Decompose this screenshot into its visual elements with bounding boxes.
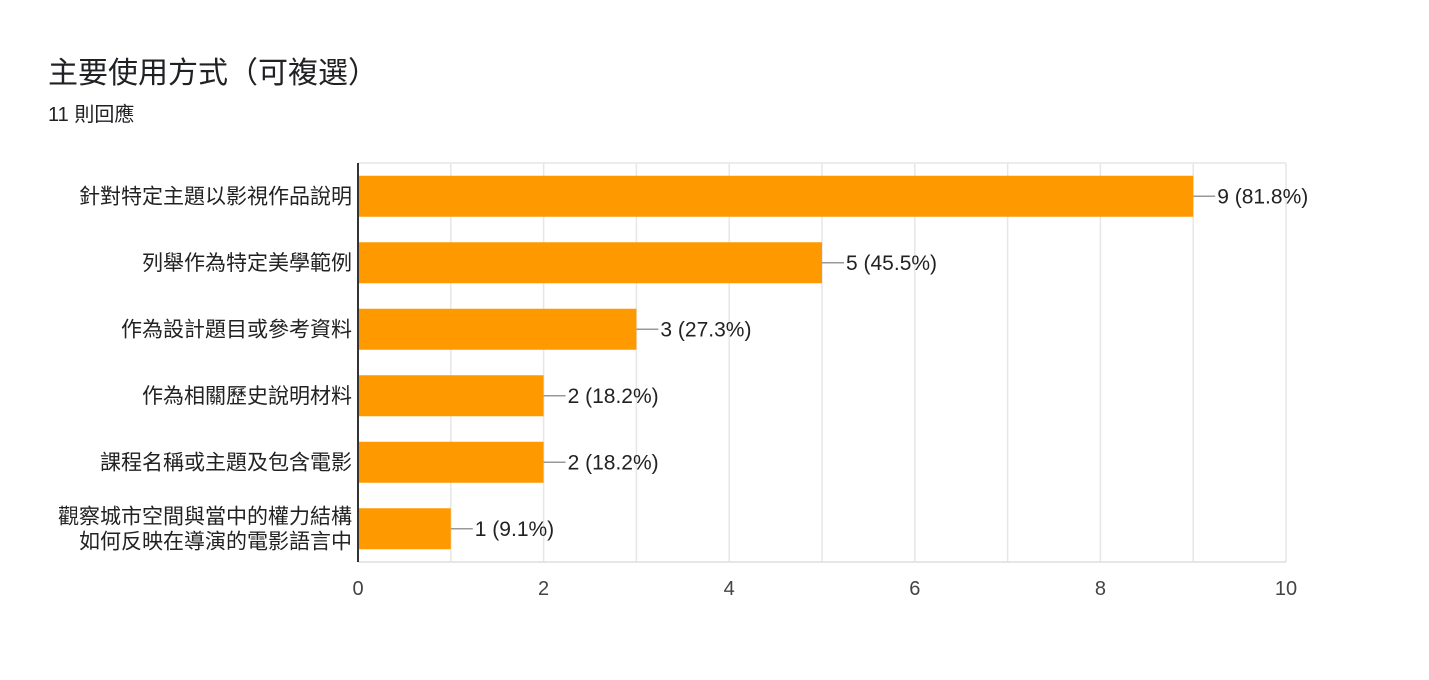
data-label-5: 1 (9.1%) [475, 518, 554, 541]
bar-2 [358, 308, 637, 350]
bar-1 [358, 242, 822, 284]
x-tick-label-10: 10 [1275, 578, 1297, 600]
bars [358, 175, 1194, 550]
data-label-2: 3 (27.3%) [660, 318, 751, 341]
x-tick-label-4: 4 [724, 578, 735, 600]
category-label-5-line-1: 如何反映在導演的電影語言中 [79, 530, 352, 553]
category-label-2: 作為設計題目或參考資料 [121, 318, 352, 341]
data-label-1: 5 (45.5%) [846, 252, 937, 275]
bar-4 [358, 441, 544, 483]
category-label-0: 針對特定主題以影視作品說明 [79, 185, 352, 208]
x-tick-label-2: 2 [538, 578, 549, 600]
grid-lines [358, 162, 1287, 562]
category-label-5-line-0: 觀察城市空間與當中的權力結構 [58, 505, 352, 528]
data-label-0: 9 (81.8%) [1217, 185, 1308, 208]
labels: 9 (81.8%) 針對特定主題以影視作品說明 5 (45.5%) 列舉作為特定美學範… [58, 185, 1308, 600]
x-tick-label-6: 6 [909, 578, 920, 600]
data-label-3: 2 (18.2%) [568, 385, 659, 408]
category-label-1: 列舉作為特定美學範例 [142, 252, 352, 275]
bar-3 [358, 375, 544, 417]
x-tick-label-8: 8 [1095, 578, 1106, 600]
x-tick-label-0: 0 [352, 578, 363, 600]
chart-title: 主要使用方式（可複選） [48, 57, 378, 90]
response-count: 11 則回應 [48, 104, 135, 126]
data-label-4: 2 (18.2%) [568, 451, 659, 474]
bar-0 [358, 175, 1194, 217]
category-label-4: 課程名稱或主題及包含電影 [100, 451, 352, 474]
bar-5 [358, 508, 451, 550]
axes [357, 163, 1286, 563]
category-label-3: 作為相關歷史說明材料 [142, 385, 352, 408]
